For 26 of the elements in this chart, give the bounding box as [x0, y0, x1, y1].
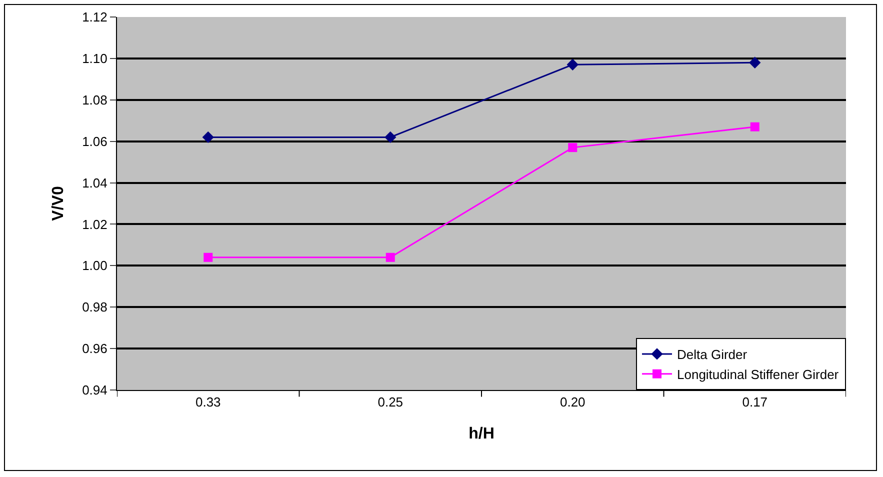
- point: [202, 131, 214, 144]
- y-tick-label: 1.08: [82, 92, 108, 108]
- y-axis-title: V/V0: [50, 186, 67, 221]
- legend-label: Longitudinal Stiffener Girder: [677, 366, 840, 382]
- x-axis-title: h/H: [468, 425, 494, 442]
- point: [384, 131, 396, 144]
- legend-label: Delta Girder: [677, 347, 748, 362]
- point: [749, 56, 761, 68]
- y-tick-label: 1.06: [82, 134, 108, 149]
- y-tick-label: 1.00: [82, 258, 108, 274]
- x-tick-label: 0.33: [195, 394, 221, 410]
- x-tick-label: 0.20: [560, 394, 586, 410]
- x-tick-label: 0.17: [742, 394, 768, 410]
- y-tick-label: 1.10: [82, 50, 108, 66]
- y-tick-label: 1.12: [82, 10, 108, 25]
- point: [204, 252, 213, 262]
- point: [750, 122, 760, 132]
- point: [568, 143, 578, 152]
- y-tick-label: 0.94: [82, 382, 108, 398]
- y-tick-label: 1.02: [82, 216, 108, 232]
- y-tick-label: 0.98: [82, 300, 108, 315]
- x-tick-label: 0.25: [378, 394, 404, 410]
- point: [386, 252, 395, 262]
- point: [566, 58, 578, 71]
- y-tick-label: 1.04: [82, 175, 108, 190]
- y-tick-label: 0.96: [82, 341, 108, 356]
